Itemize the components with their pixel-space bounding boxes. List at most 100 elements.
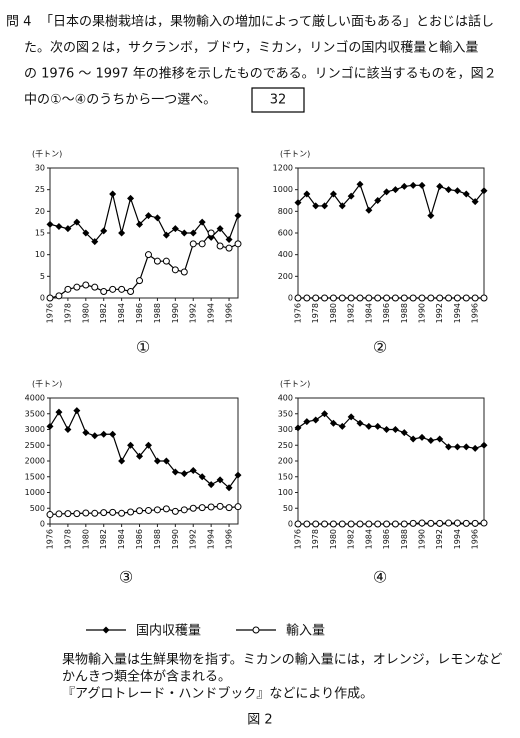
data-point [453, 519, 461, 527]
y-tick-label: 30 [35, 164, 45, 173]
x-tick-label: 1996 [471, 303, 480, 323]
data-point [338, 202, 346, 210]
data-point [383, 294, 391, 302]
x-tick-label: 1982 [347, 529, 356, 549]
data-point [180, 268, 188, 276]
data-point [109, 285, 117, 293]
data-point [383, 188, 391, 196]
data-point [180, 470, 188, 478]
data-point [189, 229, 197, 237]
data-point [136, 507, 144, 515]
y-tick-label: 250 [278, 441, 293, 450]
data-point [216, 502, 224, 510]
data-point [374, 197, 382, 204]
x-tick-label: 1984 [364, 529, 373, 549]
data-point [391, 186, 399, 194]
data-point [329, 419, 337, 427]
note: 『アグロトレード・ハンドブック』などにより作成。 [62, 686, 373, 702]
data-point [198, 504, 206, 512]
x-tick-label: 1994 [207, 303, 216, 323]
x-tick-label: 1982 [347, 303, 356, 323]
data-point [82, 429, 90, 437]
data-point [409, 519, 417, 527]
x-tick-label: 1996 [225, 303, 234, 323]
data-point [418, 181, 426, 189]
data-point [216, 225, 224, 233]
data-point [294, 294, 302, 302]
legend-label: 国内収穫量 [136, 623, 201, 639]
data-point [109, 508, 117, 516]
data-point [356, 180, 364, 188]
data-point [329, 190, 337, 198]
y-tick-label: 300 [278, 425, 293, 434]
y-tick-label: 1500 [25, 472, 45, 481]
data-point [391, 520, 399, 528]
data-point [427, 212, 435, 220]
note: 果物輸入量は生鮮果物を指す。ミカンの輸入量には，オレンジ，レモンなど [62, 653, 502, 668]
y-tick-label: 0 [40, 294, 45, 303]
data-point [225, 236, 233, 243]
x-tick-label: 1988 [400, 303, 409, 323]
data-point [374, 520, 382, 528]
data-point [153, 457, 161, 465]
data-point [171, 468, 179, 476]
x-tick-label: 1978 [63, 529, 72, 549]
question-line: た。次の図２は，サクランボ，ブドウ，ミカン，リンゴの国内収穫量と輸入量 [24, 40, 478, 56]
x-tick-label: 1976 [294, 303, 303, 323]
data-point [153, 257, 161, 265]
data-point [46, 422, 54, 430]
x-tick-label: 1988 [400, 529, 409, 549]
data-point [356, 294, 364, 302]
data-point [55, 510, 63, 518]
data-point [445, 186, 453, 194]
data-point [374, 294, 382, 302]
question-number: 問 4 [6, 15, 31, 30]
data-point [216, 476, 224, 484]
figure-label: 図 2 [247, 713, 272, 728]
series-line [49, 409, 239, 489]
data-point [329, 520, 337, 528]
data-point [162, 231, 170, 239]
x-tick-label: 1976 [46, 303, 55, 323]
data-point [347, 294, 355, 302]
legend-marker [252, 626, 260, 634]
data-point [162, 505, 170, 513]
x-tick-label: 1992 [435, 529, 444, 549]
data-point [462, 519, 470, 527]
data-point [365, 206, 373, 214]
data-point [189, 504, 197, 512]
x-tick-label: 1984 [364, 303, 373, 323]
data-point [312, 416, 320, 424]
data-point [46, 511, 54, 519]
data-point [73, 407, 81, 415]
y-axis-label: (千トン) [32, 379, 62, 389]
question-line: 「日本の果樹栽培は，果物輸入の増加によって厳しい面もある」とおじは話し [40, 14, 494, 30]
data-point [365, 422, 373, 430]
y-tick-label: 10 [35, 250, 45, 259]
x-tick-label: 1986 [382, 303, 391, 323]
x-tick-label: 1980 [329, 529, 338, 549]
data-point [321, 294, 329, 302]
data-point [453, 294, 461, 302]
data-point [225, 244, 233, 252]
data-point [356, 520, 364, 528]
data-point [91, 432, 99, 440]
data-point [189, 466, 197, 474]
data-point [207, 503, 215, 511]
data-point [338, 520, 346, 528]
y-tick-label: 5 [40, 272, 45, 281]
x-tick-label: 1980 [81, 303, 90, 323]
data-point [294, 424, 302, 432]
data-point [303, 294, 311, 302]
note: かんきつ類全体が含まれる。 [62, 669, 231, 685]
x-tick-label: 1996 [471, 529, 480, 549]
x-tick-label: 1984 [117, 303, 126, 323]
chart-label: ① [136, 338, 150, 357]
data-point [136, 452, 144, 460]
x-tick-label: 1990 [418, 529, 427, 549]
data-point [462, 443, 470, 451]
data-point [391, 294, 399, 302]
data-point [46, 220, 54, 228]
data-point [409, 435, 417, 443]
x-tick-label: 1982 [99, 529, 108, 549]
